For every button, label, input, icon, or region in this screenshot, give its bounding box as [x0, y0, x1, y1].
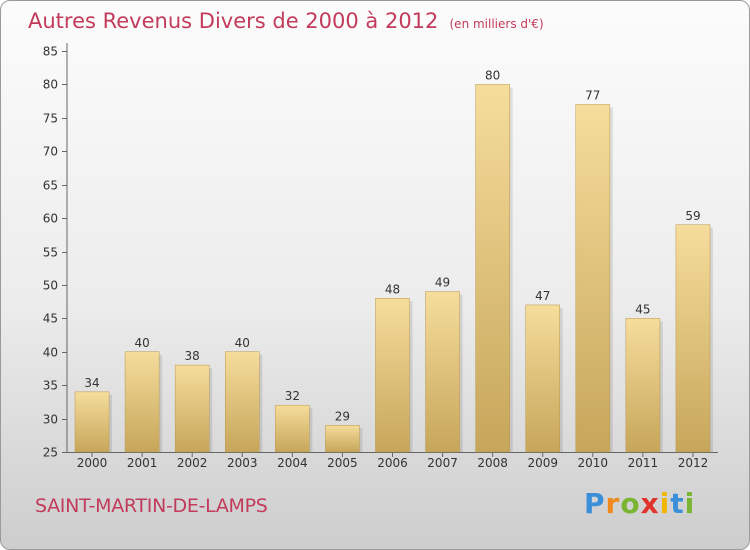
logo-letter: P — [584, 487, 606, 520]
x-axis: 2000 2001 2002 2003 2004 2005 2006 2007 2008 2009… — [67, 452, 718, 470]
bar — [375, 298, 410, 453]
bar — [275, 404, 310, 453]
bar — [124, 351, 160, 453]
x-tick-label: 2006 — [377, 456, 408, 470]
y-tick-label: 55 — [43, 246, 58, 260]
logo-letter: r — [605, 487, 621, 520]
y-tick-label: 50 — [43, 279, 58, 293]
logo-letter: t — [670, 487, 685, 520]
y-tick-label: 25 — [43, 446, 58, 460]
logo-letter: i — [659, 487, 671, 520]
value-label: 77 — [585, 88, 600, 102]
chart-title-main: Autres Revenus Divers de 2000 à 2012 — [28, 9, 439, 33]
bar — [625, 318, 661, 453]
x-tick-label: 2009 — [527, 456, 558, 470]
value-label: 32 — [285, 389, 300, 403]
proxiti-logo: Proxiti — [584, 487, 695, 520]
y-tick-label: 30 — [43, 413, 58, 427]
value-label: 45 — [635, 302, 650, 316]
x-tick-label: 2000 — [77, 456, 108, 470]
x-tick-label: 2002 — [177, 456, 208, 470]
value-label: 48 — [385, 282, 400, 296]
bar — [74, 391, 110, 453]
value-label: 49 — [435, 276, 450, 290]
value-label: 38 — [185, 349, 200, 363]
x-tick-label: 2007 — [427, 456, 458, 470]
value-label: 40 — [134, 336, 149, 350]
y-tick-label: 60 — [43, 212, 58, 226]
value-label: 29 — [335, 409, 350, 423]
x-tick-label: 2011 — [628, 456, 659, 470]
y-tick-label: 80 — [43, 78, 58, 92]
x-tick-label: 2001 — [127, 456, 158, 470]
y-tick-label: 70 — [43, 145, 58, 159]
y-tick-label: 85 — [43, 45, 58, 59]
value-label: 34 — [84, 376, 99, 390]
x-tick-label: 2012 — [678, 456, 709, 470]
chart-subtitle: (en milliers d'€) — [449, 17, 544, 31]
y-tick-label: 75 — [43, 112, 58, 126]
x-tick-label: 2005 — [327, 456, 358, 470]
value-label: 47 — [535, 289, 550, 303]
bar — [575, 104, 611, 453]
y-tick-label: 65 — [43, 179, 58, 193]
x-tick-label: 2003 — [227, 456, 258, 470]
bar — [425, 291, 460, 453]
y-tick-label: 40 — [43, 346, 58, 360]
y-tick-label: 35 — [43, 379, 58, 393]
value-labels: 34 40 38 40 32 29 48 49 80 47 77 45 59 — [84, 68, 700, 423]
bar — [325, 425, 360, 453]
bar — [224, 351, 260, 453]
bar — [675, 224, 711, 453]
logo-letter: o — [620, 487, 641, 520]
x-tick-label: 2008 — [477, 456, 508, 470]
bars — [74, 84, 713, 453]
location-name: SAINT-MARTIN-DE-LAMPS — [35, 495, 268, 517]
bar — [475, 84, 510, 453]
bar — [174, 364, 210, 453]
value-label: 59 — [685, 209, 700, 223]
y-tick-label: 45 — [43, 312, 58, 326]
bar — [525, 304, 561, 453]
logo-letter: x — [640, 487, 660, 520]
value-label: 40 — [235, 336, 250, 350]
y-axis: 25 30 35 40 45 50 55 60 65 70 75 80 85 — [43, 43, 68, 460]
logo-letter: i — [684, 487, 696, 520]
x-tick-label: 2004 — [277, 456, 308, 470]
chart-title: Autres Revenus Divers de 2000 à 2012 (en… — [28, 9, 544, 33]
x-tick-label: 2010 — [578, 456, 609, 470]
value-label: 80 — [485, 68, 500, 82]
